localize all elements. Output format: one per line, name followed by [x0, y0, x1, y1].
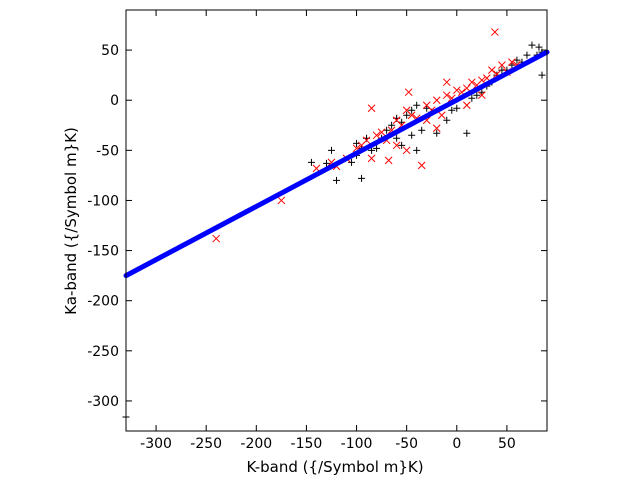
x-tick-label: -250 [190, 436, 222, 452]
data-point-plus [348, 158, 356, 166]
data-point-cross [402, 146, 411, 155]
data-point-plus [388, 121, 396, 129]
y-tick-label: 50 [101, 43, 119, 59]
y-axis-title: Ka-band ({/Symbol m}K) [62, 127, 80, 315]
plot-frame [125, 9, 548, 432]
y-tick-label: -200 [87, 294, 119, 310]
data-point-plus [535, 43, 543, 51]
y-tick-label: 0 [110, 93, 119, 109]
data-point-plus [358, 174, 366, 182]
x-tick-label: -50 [395, 436, 418, 452]
data-point-plus [327, 146, 335, 154]
series-black-plus-markers [122, 41, 546, 421]
data-point-cross [367, 154, 376, 163]
x-tick-label: -150 [291, 436, 323, 452]
data-point-cross [377, 128, 386, 137]
y-tick-label: -50 [96, 143, 119, 159]
data-point-plus [408, 131, 416, 139]
axes [125, 9, 548, 432]
data-point-plus [418, 126, 426, 134]
data-point-plus [528, 41, 536, 49]
data-point-plus [538, 71, 546, 79]
data-point-plus [453, 104, 461, 112]
data-point-plus [398, 141, 406, 149]
data-point-cross [367, 104, 376, 113]
data-point-cross [417, 161, 426, 170]
data-point-cross [477, 76, 486, 85]
data-point-cross [437, 111, 446, 120]
data-point-cross [462, 101, 471, 110]
x-axis-title: K-band ({/Symbol m}K) [246, 458, 423, 476]
data-point-cross [392, 141, 401, 150]
data-point-plus [408, 106, 416, 114]
y-tick-label: -150 [87, 244, 119, 260]
data-point-cross [462, 84, 471, 93]
data-point-plus [413, 101, 421, 109]
y-tick-label: -250 [87, 344, 119, 360]
data-point-cross [488, 66, 496, 74]
data-point-cross [452, 86, 461, 95]
data-point-plus [448, 106, 456, 114]
data-point-cross [442, 78, 451, 87]
data-point-plus [443, 116, 451, 124]
data-point-cross [407, 111, 416, 120]
y-tick-label: -100 [87, 193, 119, 209]
data-point-plus [468, 94, 476, 102]
data-point-plus [373, 144, 381, 152]
data-point-cross [498, 61, 506, 69]
data-point-cross [477, 91, 486, 100]
x-tick-label: 0 [452, 436, 461, 452]
data-point-cross [362, 136, 371, 145]
axis-ticks: -300 -250 -200 -150 -100 -50 0 50 -300 -250 -200 -1… [87, 10, 547, 452]
data-point-cross [432, 96, 441, 105]
data-point-plus [473, 91, 481, 99]
x-tick-label: -300 [140, 436, 172, 452]
data-point-plus [307, 158, 315, 166]
data-point-cross [432, 124, 441, 133]
data-point-cross [404, 88, 413, 97]
data-point-plus [523, 51, 531, 59]
data-point-cross [491, 28, 499, 36]
fit-line [123, 49, 550, 279]
data-point-cross [372, 131, 381, 140]
data-point-cross [277, 196, 286, 205]
y-tick-label: -300 [87, 394, 119, 410]
x-tick-label: 50 [498, 436, 516, 452]
data-point-plus [463, 129, 471, 137]
data-point-cross [508, 58, 516, 66]
data-point-plus [393, 134, 401, 142]
x-tick-label: -100 [341, 436, 373, 452]
data-point-cross [467, 78, 476, 87]
data-point-cross [384, 156, 393, 165]
x-tick-label: -200 [240, 436, 272, 452]
data-point-cross [212, 234, 221, 243]
data-point-plus [413, 146, 421, 154]
data-point-cross [442, 91, 451, 100]
series-blue-fit-markers [123, 49, 550, 279]
data-point-plus [433, 129, 441, 137]
data-point-plus [322, 159, 330, 167]
data-point-plus [333, 176, 340, 184]
data-point-plus [403, 111, 411, 119]
